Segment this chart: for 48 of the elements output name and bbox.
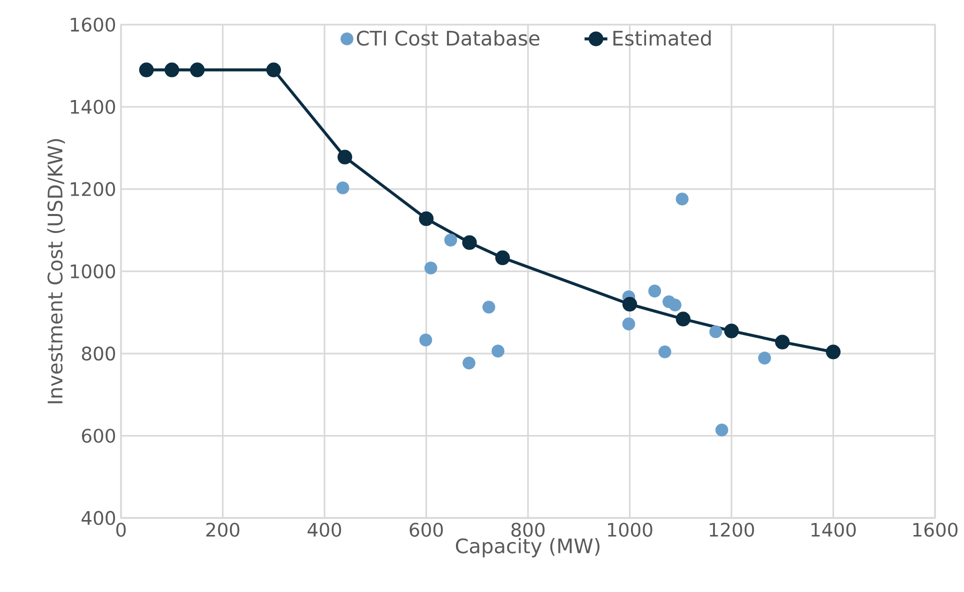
y-tick-label: 800	[82, 346, 116, 361]
y-tick-label: 1200	[70, 182, 116, 196]
point	[164, 62, 180, 78]
point	[418, 211, 434, 226]
x-tick-label: 1000	[608, 522, 652, 537]
point	[482, 300, 496, 314]
x-tick-label: 0	[116, 522, 126, 537]
y-tick-label: 400	[82, 510, 116, 526]
point	[826, 344, 841, 360]
x-axis-title: Capacity (MW)	[456, 538, 600, 558]
y-axis-title: Investment Cost (USD/KW)	[47, 139, 65, 404]
point	[495, 250, 510, 266]
point	[758, 352, 771, 364]
point	[336, 181, 350, 194]
legend-label: Estimated	[613, 30, 711, 46]
x-tick-label: 1200	[710, 522, 754, 537]
point	[338, 150, 352, 164]
point	[622, 296, 638, 312]
point	[676, 312, 691, 326]
point	[724, 324, 739, 338]
point	[668, 298, 682, 312]
x-tick-label: 600	[410, 522, 443, 537]
point	[775, 334, 790, 350]
x-tick-label: 1600	[913, 522, 958, 537]
point	[709, 325, 722, 338]
y-tick-label: 600	[82, 428, 116, 443]
point	[462, 235, 477, 250]
x-tick-label: 1400	[812, 522, 856, 537]
legend-label: CTI Cost Database	[356, 30, 540, 46]
x-tick-label: 200	[206, 522, 240, 537]
point	[419, 334, 432, 346]
point	[648, 284, 662, 298]
point	[139, 62, 154, 78]
y-tick-label: 1400	[70, 100, 116, 114]
y-tick-label: 1600	[70, 18, 116, 32]
point	[676, 192, 689, 206]
point	[462, 356, 476, 370]
point	[715, 424, 728, 436]
y-tick-label: 1000	[70, 264, 116, 278]
point	[424, 262, 438, 274]
point	[444, 234, 458, 246]
x-tick-label: 800	[511, 522, 545, 537]
point	[622, 318, 636, 330]
point	[492, 344, 504, 358]
x-tick-label: 400	[308, 522, 342, 537]
point	[658, 346, 672, 358]
point	[190, 62, 205, 78]
point	[266, 62, 281, 78]
